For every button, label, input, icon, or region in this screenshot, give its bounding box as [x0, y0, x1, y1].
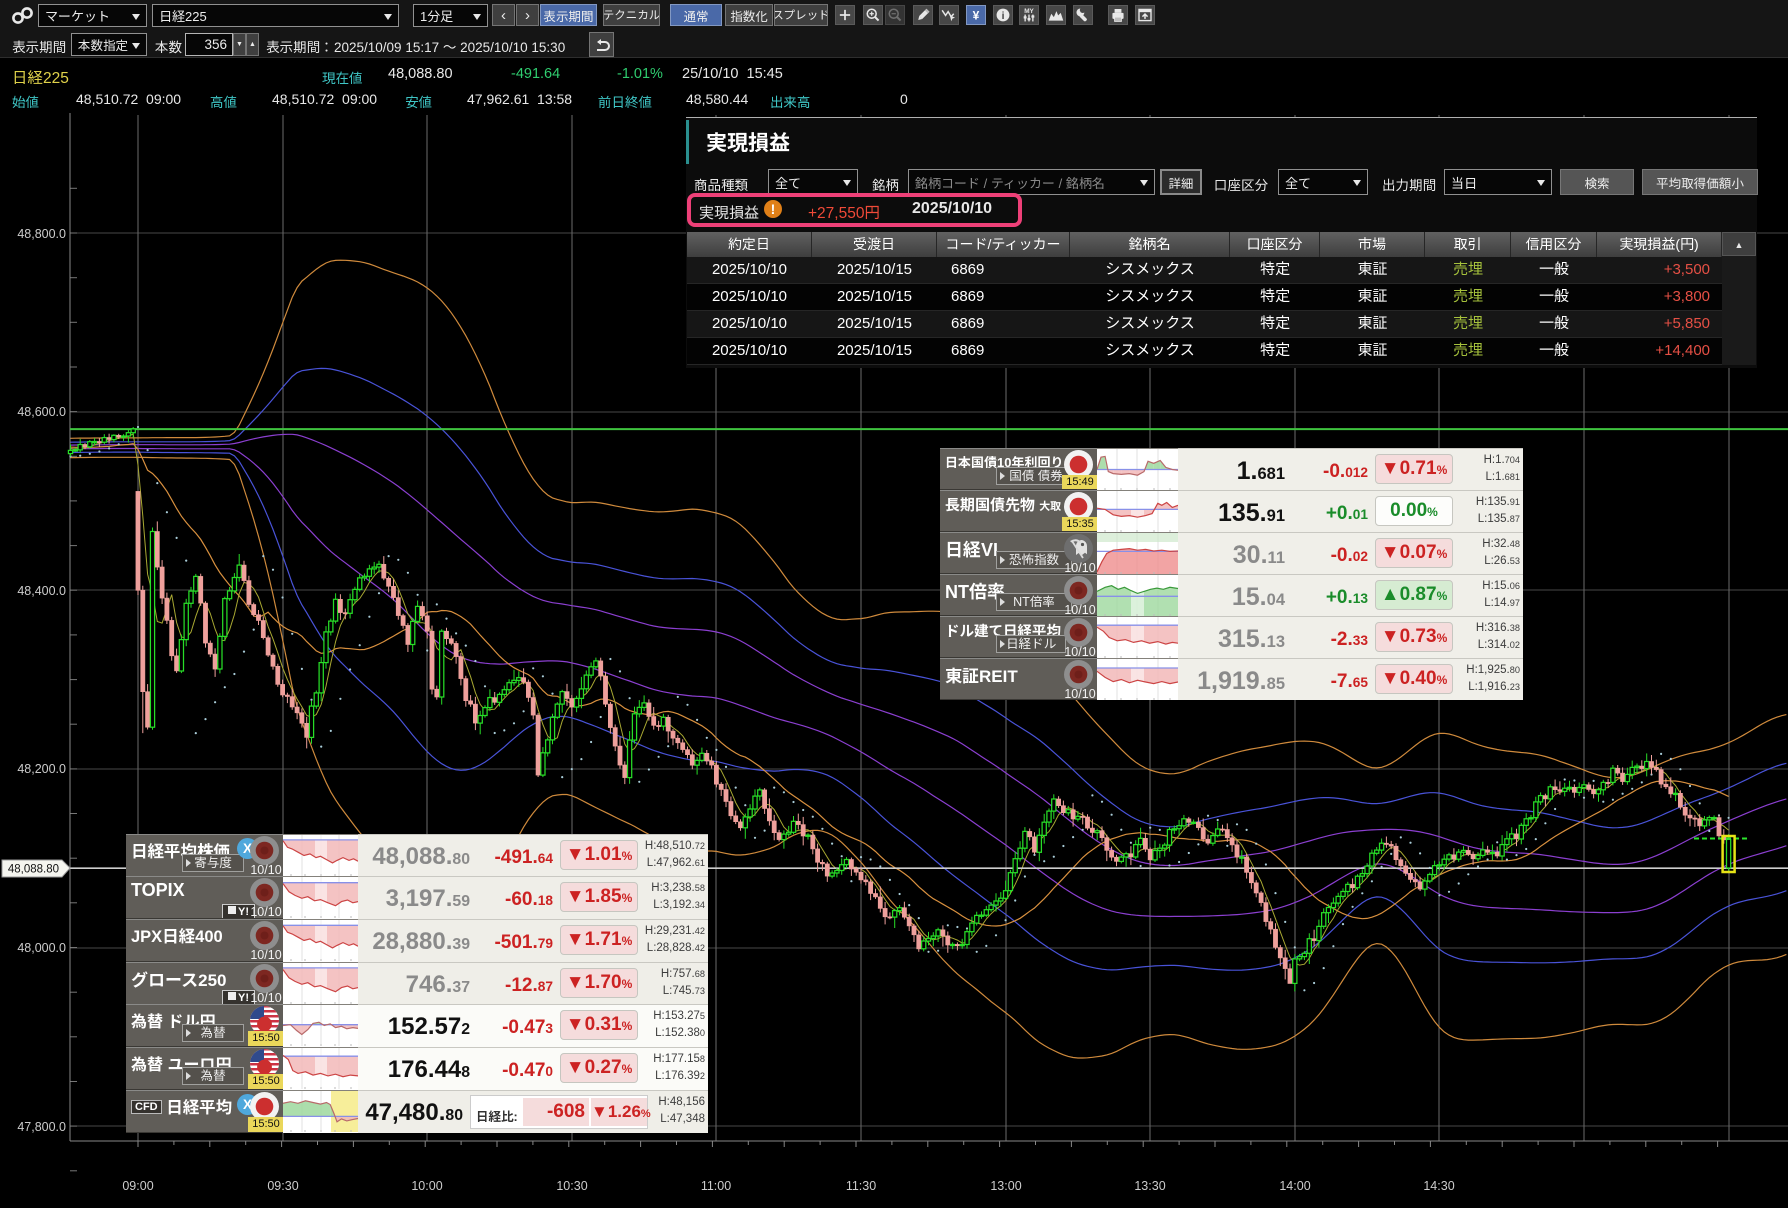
svg-text:11:30: 11:30: [846, 1179, 876, 1193]
svg-text:48,000.0: 48,000.0: [17, 941, 66, 955]
svg-text:48,600.0: 48,600.0: [17, 405, 66, 419]
svg-text:¥: ¥: [973, 8, 980, 22]
svg-text:14:30: 14:30: [1423, 1179, 1454, 1193]
svg-text:47,800.0: 47,800.0: [17, 1120, 66, 1134]
svg-text:09:00: 09:00: [122, 1179, 153, 1193]
svg-text:11:00: 11:00: [701, 1179, 731, 1193]
svg-text:MY: MY: [1024, 8, 1034, 15]
svg-text:10:00: 10:00: [411, 1179, 442, 1193]
svg-text:13:00: 13:00: [990, 1179, 1021, 1193]
svg-text:48,400.0: 48,400.0: [17, 584, 66, 598]
svg-text:14:00: 14:00: [1279, 1179, 1310, 1193]
svg-text:48,200.0: 48,200.0: [17, 762, 66, 776]
svg-text:48,088.80: 48,088.80: [8, 864, 59, 876]
svg-text:09:30: 09:30: [267, 1179, 298, 1193]
svg-text:10:30: 10:30: [556, 1179, 587, 1193]
svg-text:48,800.0: 48,800.0: [17, 227, 66, 241]
svg-text:i: i: [1002, 11, 1005, 22]
svg-text:13:30: 13:30: [1134, 1179, 1165, 1193]
